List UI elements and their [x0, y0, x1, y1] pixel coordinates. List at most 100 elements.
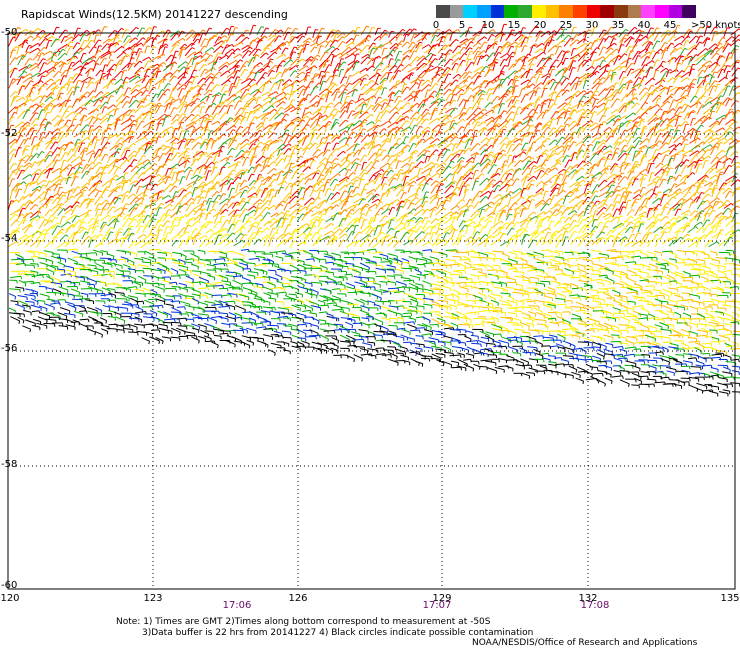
wind-barb	[66, 77, 71, 85]
wind-barb	[154, 102, 159, 110]
wind-barb-feather	[226, 61, 230, 65]
wind-barb	[325, 75, 332, 84]
wind-barb-feather	[616, 89, 620, 92]
wind-barb-feather	[98, 117, 102, 121]
wind-barb	[59, 63, 65, 71]
wind-barb	[190, 84, 199, 91]
wind-barb-feather	[256, 64, 260, 68]
wind-barb	[424, 89, 428, 99]
wind-barb	[716, 64, 725, 74]
wind-barb	[267, 168, 275, 175]
wind-barb	[252, 48, 259, 57]
wind-barb-feather	[489, 153, 494, 157]
wind-barb	[590, 90, 597, 99]
wind-barb	[690, 118, 694, 126]
wind-barb-feather	[589, 101, 593, 105]
wind-barb-feather	[588, 72, 592, 75]
wind-barb-feather	[377, 72, 381, 76]
wind-barb	[546, 103, 555, 113]
wind-barb-feather	[512, 51, 516, 55]
wind-barb	[315, 141, 324, 149]
wind-barb	[409, 56, 418, 65]
wind-barb-feather	[529, 147, 533, 149]
wind-barb-feather	[136, 165, 140, 169]
wind-barb	[667, 36, 674, 43]
wind-barb	[473, 107, 479, 114]
wind-barb-feather	[433, 130, 437, 132]
wind-barb-feather	[184, 138, 188, 141]
wind-barb	[220, 39, 226, 47]
wind-barb-feather	[726, 27, 730, 29]
wind-barb-feather	[605, 70, 609, 73]
wind-barb	[60, 36, 66, 44]
wind-barb	[654, 98, 659, 107]
wind-barb	[309, 95, 318, 103]
wind-barb-feather	[244, 68, 248, 71]
wind-barb-feather	[371, 121, 375, 125]
wind-barb	[343, 96, 348, 104]
colorbar-label: 10	[481, 20, 495, 31]
wind-barb-feather	[671, 56, 675, 59]
wind-barb-feather	[69, 164, 73, 167]
wind-barb	[37, 52, 42, 62]
wind-barb	[64, 36, 73, 42]
wind-barb-feather	[398, 95, 402, 98]
wind-barb-feather	[284, 96, 288, 100]
wind-barb-feather	[91, 39, 95, 43]
wind-barb-feather	[702, 104, 706, 107]
wind-barb-feather	[56, 85, 60, 89]
wind-barb	[249, 25, 254, 36]
wind-barb	[715, 42, 721, 50]
wind-barb-feather	[92, 161, 96, 165]
wind-barb	[84, 99, 91, 107]
wind-barb-feather	[497, 123, 501, 125]
wind-barb-feather	[651, 60, 655, 64]
wind-barb-feather	[600, 82, 604, 85]
wind-barb-feather	[390, 53, 393, 57]
wind-barb-feather	[261, 76, 265, 79]
wind-barb-feather	[167, 158, 171, 161]
colorbar-segment	[504, 5, 519, 18]
wind-barb-feather	[644, 111, 648, 115]
wind-barb-feather	[646, 91, 650, 95]
wind-barb	[371, 103, 378, 111]
wind-barb-feather	[23, 139, 27, 141]
wind-barb-feather	[113, 104, 116, 108]
wind-barb-feather	[377, 124, 381, 127]
wind-barb-feather	[196, 97, 201, 101]
wind-barb-feather	[629, 45, 633, 48]
wind-barb-feather	[567, 144, 571, 147]
wind-barb	[207, 130, 212, 139]
wind-barb	[28, 62, 37, 69]
wind-barb-feather	[12, 36, 17, 39]
wind-barb	[204, 54, 211, 63]
wind-barb	[151, 119, 156, 127]
wind-barb-feather	[489, 102, 493, 105]
wind-barb	[259, 65, 268, 74]
wind-barb-feather	[345, 137, 349, 140]
wind-barb	[207, 60, 215, 66]
wind-barb	[693, 119, 701, 126]
wind-barb	[704, 82, 708, 91]
wind-barb-feather	[693, 110, 697, 113]
wind-barb-feather	[379, 111, 384, 114]
wind-barb	[211, 105, 219, 116]
wind-barb-feather	[71, 61, 75, 64]
wind-barb	[588, 94, 595, 103]
wind-barb-feather	[22, 97, 26, 101]
wind-barb-feather	[398, 138, 402, 140]
wind-barb-feather	[648, 146, 652, 149]
wind-barb	[701, 155, 709, 162]
wind-barb	[288, 36, 293, 47]
wind-barb-feather	[321, 70, 325, 73]
wind-barb	[445, 107, 453, 114]
wind-barb-feather	[489, 80, 494, 84]
wind-barb	[200, 52, 207, 59]
wind-barb	[486, 120, 493, 127]
wind-barb-feather	[570, 37, 574, 40]
wind-barb-feather	[727, 85, 731, 87]
wind-barb-feather	[501, 72, 505, 76]
wind-barb-feather	[72, 166, 76, 169]
wind-barb	[302, 40, 308, 47]
wind-barb-feather	[83, 95, 87, 99]
